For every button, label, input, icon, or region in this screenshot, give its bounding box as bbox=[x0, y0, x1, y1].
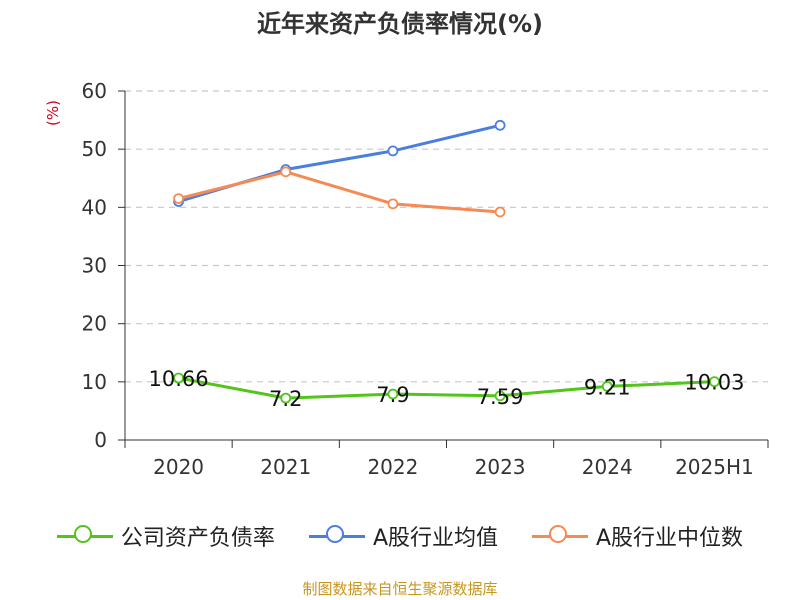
chart-title: 近年来资产负债率情况(%) bbox=[257, 10, 543, 38]
data-label: 7.2 bbox=[269, 387, 302, 411]
series-line bbox=[178, 170, 501, 214]
y-tick-label: 50 bbox=[82, 137, 107, 161]
data-point bbox=[601, 381, 613, 392]
series-line bbox=[178, 123, 501, 203]
data-point bbox=[387, 145, 399, 157]
x-tick-label: 2023 bbox=[475, 455, 526, 479]
data-point bbox=[173, 372, 184, 384]
series-line bbox=[178, 376, 715, 400]
data-point bbox=[494, 119, 506, 131]
x-tick-label: 2025H1 bbox=[675, 455, 754, 479]
legend-item-industry-mean[interactable]: A股行业均值 bbox=[308, 520, 498, 552]
legend-label-industry-median: A股行业中位数 bbox=[596, 526, 744, 551]
y-tick-label: 40 bbox=[82, 195, 107, 219]
data-point bbox=[173, 193, 184, 205]
legend-swatch-industry-mean bbox=[308, 524, 365, 543]
y-tick-label: 30 bbox=[82, 254, 107, 278]
y-tick-label: 10 bbox=[82, 370, 107, 394]
data-label: 10.03 bbox=[684, 371, 744, 395]
y-tick-label: 0 bbox=[94, 428, 107, 452]
legend-swatch-company bbox=[56, 524, 113, 543]
data-label: 7.59 bbox=[477, 385, 524, 409]
data-point bbox=[387, 388, 399, 400]
legend-swatch-industry-median bbox=[532, 524, 588, 543]
data-point bbox=[494, 390, 506, 402]
legend: 公司资产负债率 A股行业均值 A股行业中位数 bbox=[0, 520, 800, 552]
data-label: 9.21 bbox=[584, 375, 631, 399]
data-label: 10.66 bbox=[149, 367, 209, 391]
data-label: 7.9 bbox=[376, 383, 409, 407]
data-point bbox=[709, 376, 720, 388]
data-point bbox=[387, 198, 399, 210]
data-point bbox=[494, 206, 506, 218]
data-point bbox=[280, 166, 292, 178]
x-tick-label: 2024 bbox=[582, 455, 633, 479]
legend-label-company: 公司资产负债率 bbox=[120, 526, 275, 551]
x-tick-label: 2022 bbox=[367, 455, 418, 479]
legend-label-industry-mean: A股行业均值 bbox=[372, 526, 498, 551]
y-tick-label: 60 bbox=[82, 79, 107, 103]
data-point bbox=[280, 392, 292, 404]
x-tick-label: 2020 bbox=[153, 455, 204, 479]
y-tick-label: 20 bbox=[82, 312, 107, 336]
source-note: 制图数据来自恒生聚源数据库 bbox=[302, 580, 498, 598]
x-tick-label: 2021 bbox=[260, 455, 311, 479]
legend-item-industry-median[interactable]: A股行业中位数 bbox=[532, 520, 743, 552]
legend-item-company[interactable]: 公司资产负债率 bbox=[56, 520, 275, 552]
